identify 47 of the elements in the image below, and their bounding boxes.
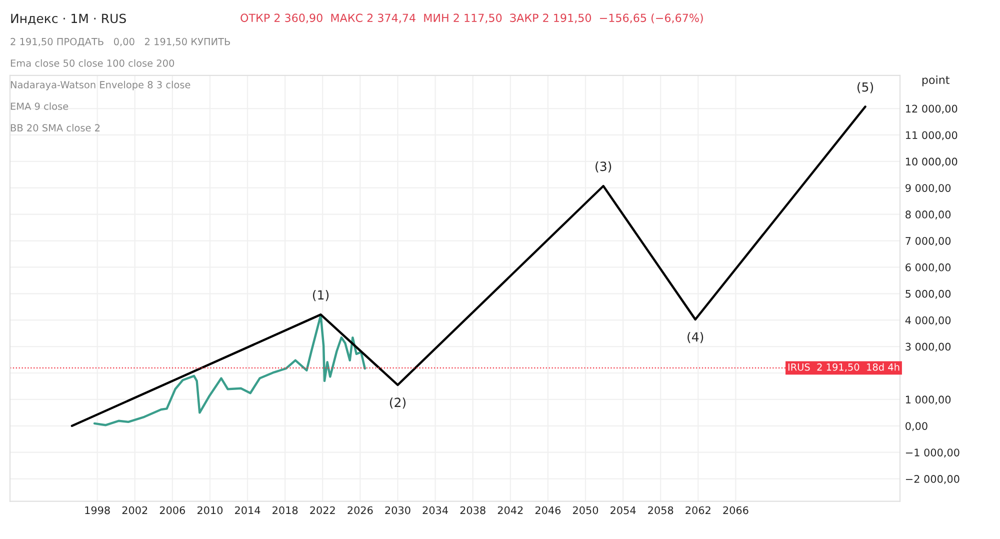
x-tick-label: 2034	[422, 506, 448, 514]
y-tick-label: 5 000,00	[906, 290, 951, 299]
annotation: (5)	[857, 82, 874, 94]
x-tick-label: 2010	[197, 506, 223, 514]
y-tick-label: 0,00	[906, 422, 928, 432]
annotation: EMA 9 close	[10, 102, 68, 110]
annotation: (4)	[688, 332, 704, 344]
annotation: (1)	[312, 290, 329, 302]
text: Ema close 50 close 100 close 200	[10, 59, 174, 67]
x-tick-label: 2022	[310, 506, 335, 514]
x-tick-label: 2046	[535, 506, 561, 514]
annotation: Nadaraya-Watson Envelope 8 3 close	[10, 80, 190, 90]
annotation: (2)	[390, 397, 406, 409]
text: 2 191,50 ПРОДАТЬ 0,00 2 191,50 КУПИТЬ	[10, 38, 230, 47]
x-tick-label: 2066	[723, 506, 748, 514]
annotation: BB 20 SMA close 2	[10, 124, 100, 132]
line-series	[93, 314, 366, 426]
x-tick-label: 2026	[348, 506, 373, 514]
y-tick-label: 8 000,00	[906, 210, 951, 220]
x-tick-label: 2006	[160, 506, 186, 514]
x-tick-label: 1998	[85, 506, 110, 514]
y-tick-label: 11 000,00	[906, 131, 958, 140]
y-tick-label: 12 000,00	[906, 104, 958, 114]
annotation: (3)	[596, 161, 612, 173]
x-tick-label: 2050	[573, 506, 598, 514]
x-tick-label: 2038	[460, 506, 486, 514]
x-tick-label: 2058	[648, 506, 674, 514]
y-tick-label: 9 000,00	[906, 184, 951, 194]
y-tick-label: −1 000,00	[906, 448, 960, 458]
x-tick-label: 2054	[610, 506, 636, 514]
x-tick-label: 2018	[272, 506, 298, 514]
y-tick-label: 7 000,00	[906, 236, 951, 246]
ref-line-label: IRUS 2 191,50 18d 4h	[788, 363, 900, 372]
x-tick-label: 2014	[235, 506, 260, 514]
chart-subtitle: ОТКР 2 360,90 МАКС 2 374,74 МИН 2 117,50 ЗАКР 2 191,50 −156,65 (−6,67%)	[240, 13, 703, 24]
x-tick-label: 2030	[385, 506, 410, 514]
x-tick-label: 2002	[122, 506, 148, 514]
y-tick-label: 10 000,00	[906, 158, 958, 167]
y-axis-title: point	[922, 75, 950, 86]
y-tick-label: 1 000,00	[906, 396, 951, 405]
x-tick-label: 2042	[498, 506, 523, 514]
x-tick-label: 2062	[686, 506, 710, 514]
y-tick-label: 4 000,00	[905, 316, 951, 326]
y-tick-label: 3 000,00	[906, 342, 951, 352]
y-tick-label: −2 000,00	[906, 475, 960, 484]
y-tick-label: 6 000,00	[906, 263, 951, 272]
chart-title: Индекс · 1M · RUS	[11, 14, 126, 25]
